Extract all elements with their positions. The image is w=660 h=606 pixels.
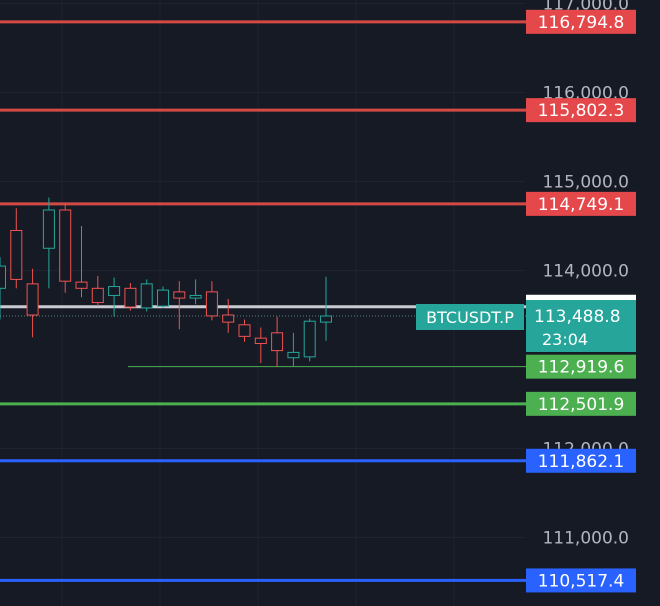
candle-body[interactable] bbox=[42, 209, 55, 249]
green-level-tag-label: 112,501.9 bbox=[538, 395, 625, 415]
candle-body[interactable] bbox=[287, 351, 300, 359]
candle-body[interactable] bbox=[124, 287, 137, 308]
candle-body[interactable] bbox=[303, 320, 316, 358]
y-axis-tick-label: 115,000.0 bbox=[542, 173, 629, 193]
candle-body[interactable] bbox=[10, 229, 23, 280]
candle-body[interactable] bbox=[254, 337, 267, 344]
y-axis-tick-label: 111,000.0 bbox=[542, 528, 629, 548]
candle-body[interactable] bbox=[157, 289, 169, 307]
candle-body[interactable] bbox=[271, 332, 284, 352]
red-level-1-tag-label: 116,794.8 bbox=[538, 13, 625, 33]
thin-green-level-tag[interactable] bbox=[526, 354, 636, 379]
green-level-tag[interactable] bbox=[526, 391, 636, 416]
candle-body[interactable] bbox=[140, 283, 153, 309]
candle-body[interactable] bbox=[173, 291, 186, 299]
red-level-2-tag-label: 115,802.3 bbox=[538, 101, 625, 121]
blue-level-1-tag-label: 111,862.1 bbox=[538, 452, 625, 472]
blue-level-1-tag[interactable] bbox=[526, 448, 636, 473]
candle-body[interactable] bbox=[238, 324, 251, 337]
blue-level-2-tag[interactable] bbox=[526, 568, 636, 593]
red-level-3-tag-label: 114,749.1 bbox=[538, 195, 625, 215]
candle-body[interactable] bbox=[0, 265, 6, 289]
red-level-2-tag[interactable] bbox=[526, 98, 636, 123]
candle-body[interactable] bbox=[59, 209, 72, 282]
candle-body[interactable] bbox=[108, 286, 121, 296]
candle-body[interactable] bbox=[91, 287, 104, 304]
candle-body[interactable] bbox=[26, 283, 39, 316]
blue-level-2-tag-label: 110,517.4 bbox=[538, 571, 625, 591]
symbol-tag[interactable] bbox=[416, 304, 524, 330]
last-price-tag[interactable] bbox=[526, 300, 636, 352]
candle-body[interactable] bbox=[320, 315, 332, 323]
candle-body[interactable] bbox=[222, 314, 235, 323]
symbol-label: BTCUSDT.P bbox=[426, 308, 514, 327]
candle-body[interactable] bbox=[189, 294, 202, 299]
candle-body[interactable] bbox=[75, 281, 88, 289]
red-level-1-tag[interactable] bbox=[526, 9, 636, 34]
countdown-label: 23:04 bbox=[542, 330, 588, 349]
y-axis-tick-label: 114,000.0 bbox=[542, 262, 629, 282]
candle-body[interactable] bbox=[205, 291, 218, 317]
red-level-3-tag[interactable] bbox=[526, 191, 636, 216]
last-price-label: 113,488.8 bbox=[534, 307, 621, 327]
thin-green-level-tag-label: 112,919.6 bbox=[538, 358, 625, 378]
